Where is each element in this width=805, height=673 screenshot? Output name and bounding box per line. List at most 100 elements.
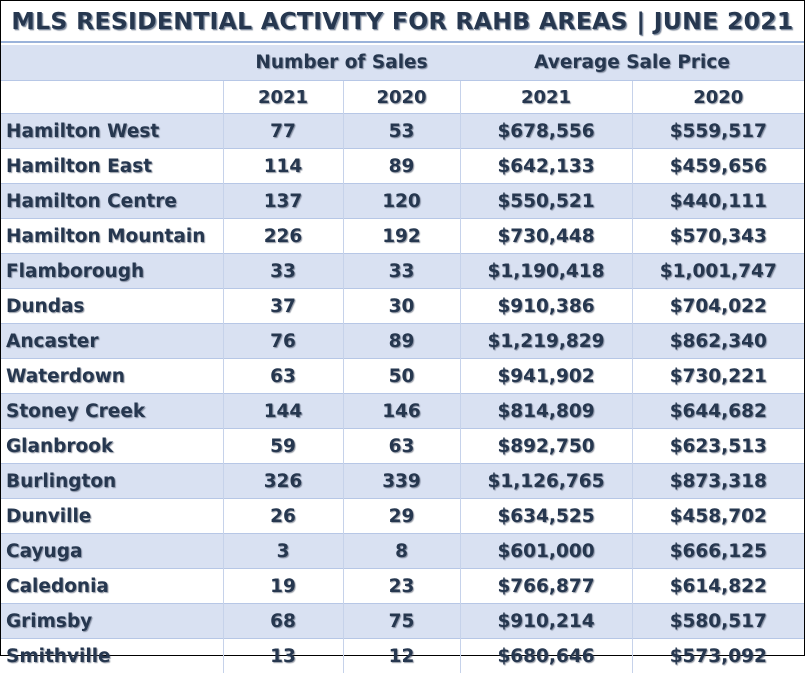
sales-2021-cell: 26	[223, 499, 343, 534]
sales-2021-cell: 37	[223, 289, 343, 324]
sales-2020-cell: 33	[343, 254, 460, 289]
price-2021-cell: $1,219,829	[460, 324, 632, 359]
price-2021-cell: $642,133	[460, 149, 632, 184]
sales-2021-cell: 144	[223, 394, 343, 429]
price-2020-cell: $862,340	[632, 324, 804, 359]
price-2020-cell: $873,318	[632, 464, 804, 499]
price-2021-cell: $910,386	[460, 289, 632, 324]
group-header-price: Average Sale Price	[460, 45, 804, 81]
sales-2020-cell: 53	[343, 114, 460, 149]
price-2021-cell: $601,000	[460, 534, 632, 569]
area-cell: Hamilton East	[1, 149, 223, 184]
area-cell: Hamilton Mountain	[1, 219, 223, 254]
price-2021-cell: $730,448	[460, 219, 632, 254]
sales-2021-cell: 77	[223, 114, 343, 149]
price-2021-cell: $941,902	[460, 359, 632, 394]
area-cell: Hamilton West	[1, 114, 223, 149]
sales-2020-cell: 120	[343, 184, 460, 219]
price-2021-cell: $766,877	[460, 569, 632, 604]
area-cell: Caledonia	[1, 569, 223, 604]
price-2020-cell: $704,022	[632, 289, 804, 324]
area-cell: Dundas	[1, 289, 223, 324]
year-header-price-2021: 2021	[460, 81, 632, 114]
area-cell: Grimsby	[1, 604, 223, 639]
sales-table: Number of Sales Average Sale Price 2021 …	[1, 45, 804, 673]
sales-2021-cell: 59	[223, 429, 343, 464]
area-cell: Waterdown	[1, 359, 223, 394]
year-header-price-2020: 2020	[632, 81, 804, 114]
price-2021-cell: $910,214	[460, 604, 632, 639]
sales-2020-cell: 89	[343, 149, 460, 184]
sales-2020-cell: 50	[343, 359, 460, 394]
sales-2020-cell: 75	[343, 604, 460, 639]
sales-2021-cell: 3	[223, 534, 343, 569]
area-cell: Stoney Creek	[1, 394, 223, 429]
price-2020-cell: $559,517	[632, 114, 804, 149]
sales-2021-cell: 326	[223, 464, 343, 499]
price-2020-cell: $666,125	[632, 534, 804, 569]
sales-2020-cell: 192	[343, 219, 460, 254]
sales-2020-cell: 23	[343, 569, 460, 604]
sales-2020-cell: 8	[343, 534, 460, 569]
year-header-sales-2021: 2021	[223, 81, 343, 114]
year-header-blank	[1, 81, 223, 114]
price-2020-cell: $730,221	[632, 359, 804, 394]
sales-2020-cell: 339	[343, 464, 460, 499]
price-2021-cell: $814,809	[460, 394, 632, 429]
area-cell: Cayuga	[1, 534, 223, 569]
price-2020-cell: $1,001,747	[632, 254, 804, 289]
price-2021-cell: $892,750	[460, 429, 632, 464]
sales-2021-cell: 114	[223, 149, 343, 184]
price-2020-cell: $570,343	[632, 219, 804, 254]
price-2020-cell: $459,656	[632, 149, 804, 184]
sales-2021-cell: 33	[223, 254, 343, 289]
sales-2020-cell: 29	[343, 499, 460, 534]
area-cell: Dunville	[1, 499, 223, 534]
sales-2021-cell: 226	[223, 219, 343, 254]
price-2020-cell: $580,517	[632, 604, 804, 639]
year-header-row: 2021 2020 2021 2020	[1, 81, 804, 114]
area-cell: Ancaster	[1, 324, 223, 359]
area-cell: Burlington	[1, 464, 223, 499]
table-frame: MLS RESIDENTIAL ACTIVITY FOR RAHB AREAS …	[0, 0, 805, 656]
price-2021-cell: $634,525	[460, 499, 632, 534]
sales-2021-cell: 63	[223, 359, 343, 394]
page-title: MLS RESIDENTIAL ACTIVITY FOR RAHB AREAS …	[1, 1, 804, 43]
price-2021-cell: $550,521	[460, 184, 632, 219]
group-header-row: Number of Sales Average Sale Price	[1, 45, 804, 81]
price-2020-cell: $644,682	[632, 394, 804, 429]
area-cell: Hamilton Centre	[1, 184, 223, 219]
sales-2020-cell: 89	[343, 324, 460, 359]
sales-2020-cell: 30	[343, 289, 460, 324]
sales-2021-cell: 137	[223, 184, 343, 219]
sales-2020-cell: 63	[343, 429, 460, 464]
group-header-sales: Number of Sales	[223, 45, 460, 81]
group-header-blank	[1, 45, 223, 81]
price-2020-cell: $440,111	[632, 184, 804, 219]
price-2020-cell: $458,702	[632, 499, 804, 534]
price-2020-cell: $614,822	[632, 569, 804, 604]
price-2020-cell: $623,513	[632, 429, 804, 464]
price-2021-cell: $678,556	[460, 114, 632, 149]
sales-2021-cell: 68	[223, 604, 343, 639]
year-header-sales-2020: 2020	[343, 81, 460, 114]
area-cell: Glanbrook	[1, 429, 223, 464]
sales-2020-cell: 146	[343, 394, 460, 429]
area-cell: Flamborough	[1, 254, 223, 289]
price-2021-cell: $1,126,765	[460, 464, 632, 499]
